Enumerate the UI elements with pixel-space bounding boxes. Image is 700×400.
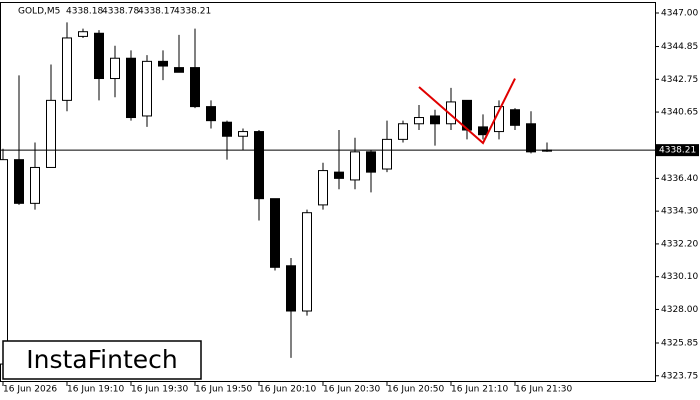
- bull-body: [30, 166, 40, 204]
- bear-body: [334, 171, 344, 179]
- last-price-box: [655, 144, 699, 157]
- y-tick-label: 4342.75: [661, 75, 698, 85]
- x-tick-label: 16 Jun 2026: [3, 385, 57, 395]
- bull-body: [62, 37, 72, 101]
- header-value: 4338.78: [102, 7, 139, 17]
- y-tick-label: 4336.40: [661, 174, 698, 184]
- logo: InstaFintech: [2, 340, 202, 380]
- bear-body: [270, 198, 280, 268]
- x-tick-label: 16 Jun 20:30: [323, 385, 380, 395]
- logo-box: [2, 340, 202, 380]
- bear-body: [254, 131, 264, 200]
- bull-body: [110, 57, 120, 80]
- bear-body: [94, 32, 104, 80]
- x-tick-label: 16 Jun 20:10: [259, 385, 316, 395]
- bear-body: [190, 67, 200, 108]
- bear-body: [174, 67, 184, 73]
- x-tick-label: 16 Jun 19:50: [195, 385, 252, 395]
- y-tick-label: 4347.00: [661, 8, 698, 18]
- bull-body: [46, 99, 56, 168]
- bull-body: [318, 170, 328, 206]
- header-value: 4338.18: [66, 7, 103, 17]
- last-price-label: 4338.21: [659, 146, 696, 156]
- x-tick-label: 16 Jun 21:10: [451, 385, 508, 395]
- bear-body: [286, 265, 296, 312]
- header-value: 4338.21: [174, 7, 211, 17]
- bull-body: [78, 31, 88, 37]
- y-tick-label: 4328.00: [661, 305, 698, 315]
- y-tick-label: 4332.20: [661, 239, 698, 249]
- bull-body: [142, 60, 152, 117]
- bull-body: [414, 117, 424, 125]
- bear-body: [14, 159, 24, 204]
- bear-body: [206, 106, 216, 122]
- bull-body: [0, 159, 8, 365]
- logo-text: InstaFintech: [26, 345, 178, 374]
- x-tick-label: 16 Jun 19:30: [131, 385, 188, 395]
- pattern-line: [418, 78, 516, 145]
- bull-body: [238, 131, 248, 137]
- bear-body: [222, 121, 232, 137]
- symbol: GOLD,M5: [18, 7, 60, 17]
- y-tick-label: 4344.85: [661, 42, 698, 52]
- bull-body: [382, 138, 392, 170]
- bear-body: [158, 60, 168, 67]
- y-tick-label: 4340.65: [661, 108, 698, 118]
- bull-body: [302, 212, 312, 312]
- bear-body: [366, 151, 376, 173]
- bull-body: [446, 101, 456, 125]
- y-tick-label: 4325.85: [661, 338, 698, 348]
- bear-body: [510, 109, 520, 126]
- header-value: 4338.17: [138, 7, 175, 17]
- y-tick-label: 4334.30: [661, 207, 698, 217]
- x-tick-label: 16 Jun 21:30: [515, 385, 572, 395]
- bear-body: [126, 57, 136, 119]
- bear-body: [526, 123, 536, 153]
- bull-body: [350, 151, 360, 181]
- bear-body: [478, 126, 488, 136]
- bear-body: [430, 115, 440, 125]
- x-tick-label: 16 Jun 20:50: [387, 385, 444, 395]
- y-tick-label: 4330.10: [661, 272, 698, 282]
- y-tick-label: 4323.75: [661, 371, 698, 381]
- bull-body: [398, 123, 408, 140]
- x-tick-label: 16 Jun 19:10: [67, 385, 124, 395]
